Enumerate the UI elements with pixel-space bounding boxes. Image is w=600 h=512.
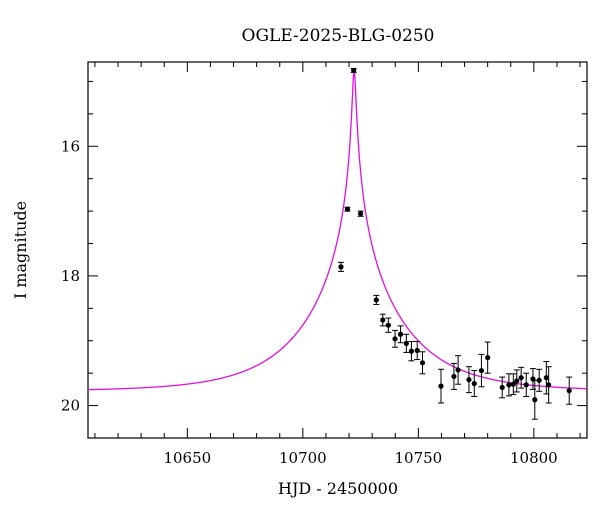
data-point bbox=[514, 378, 520, 384]
chart-title: OGLE-2025-BLG-0250 bbox=[242, 26, 435, 46]
data-point bbox=[518, 375, 524, 381]
data-point bbox=[380, 317, 386, 323]
data-point bbox=[351, 67, 357, 74]
data-point bbox=[385, 322, 391, 328]
y-axis-label: I magnitude bbox=[11, 201, 30, 299]
data-point bbox=[546, 382, 552, 388]
data-point bbox=[344, 206, 351, 212]
axis-tick-labels: 10650 10700 10750 10800 16 18 20 bbox=[61, 137, 558, 467]
data-point bbox=[530, 376, 536, 382]
data-point bbox=[478, 367, 485, 374]
data-point bbox=[408, 348, 415, 354]
data-point bbox=[358, 211, 364, 217]
data-point bbox=[403, 340, 409, 346]
data-point bbox=[338, 264, 344, 270]
y-tick-label: 16 bbox=[61, 137, 80, 155]
data-point bbox=[466, 377, 472, 383]
x-tick-label: 10750 bbox=[394, 449, 442, 467]
axis-ticks bbox=[88, 62, 587, 439]
data-point bbox=[499, 384, 505, 391]
data-points bbox=[338, 67, 572, 403]
data-point bbox=[438, 383, 444, 389]
data-point bbox=[397, 331, 404, 337]
x-tick-label: 10800 bbox=[510, 449, 558, 467]
plot-area: 10650 10700 10750 10800 16 18 20 bbox=[61, 61, 588, 467]
model-curve bbox=[87, 68, 588, 391]
data-point bbox=[523, 382, 529, 388]
data-point bbox=[451, 373, 457, 380]
data-point bbox=[455, 367, 461, 373]
data-point bbox=[373, 297, 379, 303]
data-point bbox=[419, 360, 426, 366]
plot-frame bbox=[87, 61, 588, 439]
data-point bbox=[532, 397, 538, 403]
data-point bbox=[471, 380, 477, 387]
data-point bbox=[510, 381, 516, 387]
x-tick-label: 10700 bbox=[279, 449, 327, 467]
data-point bbox=[543, 375, 549, 381]
x-axis-label: HJD - 2450000 bbox=[278, 479, 398, 498]
data-point bbox=[485, 355, 491, 361]
y-tick-label: 20 bbox=[61, 397, 80, 415]
data-point bbox=[414, 347, 420, 354]
x-tick-label: 10650 bbox=[163, 449, 211, 467]
data-point bbox=[536, 377, 542, 383]
data-point bbox=[392, 336, 398, 342]
y-tick-label: 18 bbox=[61, 267, 80, 285]
data-point bbox=[506, 382, 512, 388]
data-point bbox=[566, 388, 572, 394]
